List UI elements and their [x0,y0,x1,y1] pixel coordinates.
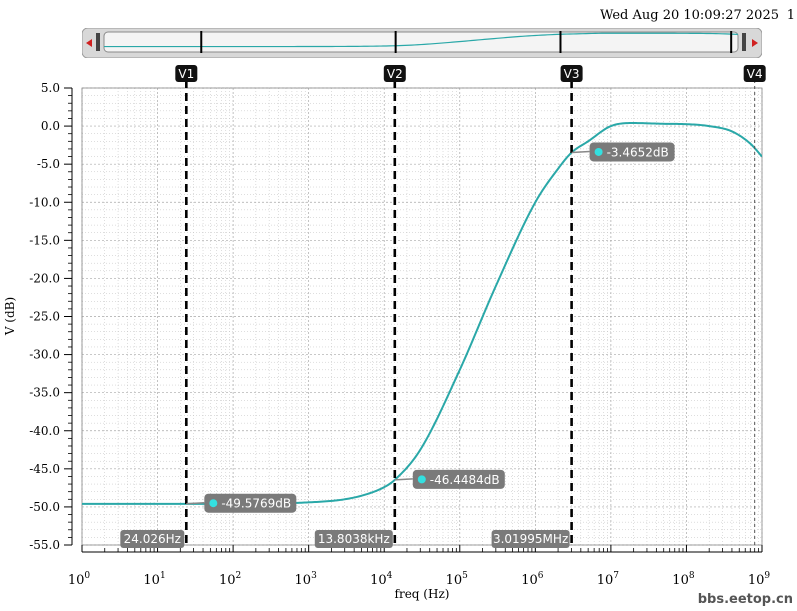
marker-leader [571,150,590,154]
y-tick-label: -5.0 [37,157,60,171]
marker-name: V4 [747,67,763,81]
x-tick-label: 101 [143,571,165,588]
y-tick-label: -40.0 [29,424,60,438]
x-axis-label: freq (Hz) [395,587,450,601]
marker-value-label: -46.4484dB [430,473,500,487]
y-tick-label: 0.0 [41,119,60,133]
marker-value-box [412,469,505,489]
y-tick-label: -45.0 [29,462,60,476]
marker-name: V3 [564,67,580,81]
navigator-thumbs [200,31,733,53]
y-tick-label: -20.0 [29,271,60,285]
navigator-trace [104,32,739,48]
y-axis-label: V (dB) [3,297,17,336]
navigator-left-handle[interactable] [96,33,100,51]
marker-dot [594,147,603,156]
marker-x-label-box [314,530,393,548]
x-axis-ticks: 100 101 102 103 104 105 106 107 108 109 [68,545,771,588]
major-grid [81,87,763,546]
marker-name: V2 [387,67,403,81]
x-tick-label: 106 [521,571,544,588]
x-tick-label: 100 [68,571,91,588]
series-line [82,122,762,505]
navigator-window[interactable] [103,31,739,53]
marker-x-label: 3.01995MHz [493,532,568,546]
marker-leader [186,501,205,505]
marker-dot [209,499,218,508]
y-tick-label: -15.0 [29,233,60,247]
y-tick-label: -30.0 [29,348,60,362]
marker-tag-v3 [560,65,583,82]
y-tick-label: -25.0 [29,310,60,324]
x-tick-label: 109 [748,571,771,588]
x-tick-label: 103 [295,571,318,588]
marker-leader [394,478,413,481]
y-tick-label: -10.0 [29,195,60,209]
timestamp: Wed Aug 20 10:09:27 2025 [600,8,779,23]
minor-grid [82,88,762,545]
watermark: bbs.eetop.cn [697,592,793,607]
marker-value-label: -49.5769dB [221,497,291,511]
x-tick-label: 105 [446,571,469,588]
scroll-left-icon[interactable] [86,39,92,47]
x-tick-label: 102 [219,571,241,588]
marker-value-box [589,142,675,162]
x-tick-label: 104 [370,571,393,588]
marker-x-label: 24.026Hz [124,532,181,546]
marker-tag-v4 [743,65,766,82]
marker-value-label: -3.4652dB [607,145,669,159]
zoom-navigator[interactable] [82,28,762,58]
x-tick-label: 108 [672,571,695,588]
y-tick-label: -50.0 [29,500,60,514]
y-tick-label: -35.0 [29,386,60,400]
markers: V1 24.026Hz -49.5769dB V2 13.8038kHz -46.4484… [120,65,766,548]
marker-x-label: 13.8038kHz [318,532,390,546]
y-tick-label: -55.0 [29,538,60,552]
marker-x-label-box [120,530,185,548]
marker-value-box [204,493,297,513]
plot-frame [81,87,763,546]
page-number: 1 [786,8,795,23]
y-axis-ticks: 5.0 0.0 -5.0 -10.0 -15.0 -20.0 -25.0 -30.0 -35.0… [29,81,72,552]
scroll-right-icon[interactable] [752,39,758,47]
marker-dot [417,475,426,484]
marker-tag-v2 [383,65,406,82]
navigator-right-handle[interactable] [742,33,746,51]
x-tick-label: 107 [597,571,620,588]
marker-name: V1 [178,67,194,81]
marker-tag-v1 [175,65,198,82]
marker-x-label-box [491,530,570,548]
y-tick-label: 5.0 [41,81,60,95]
